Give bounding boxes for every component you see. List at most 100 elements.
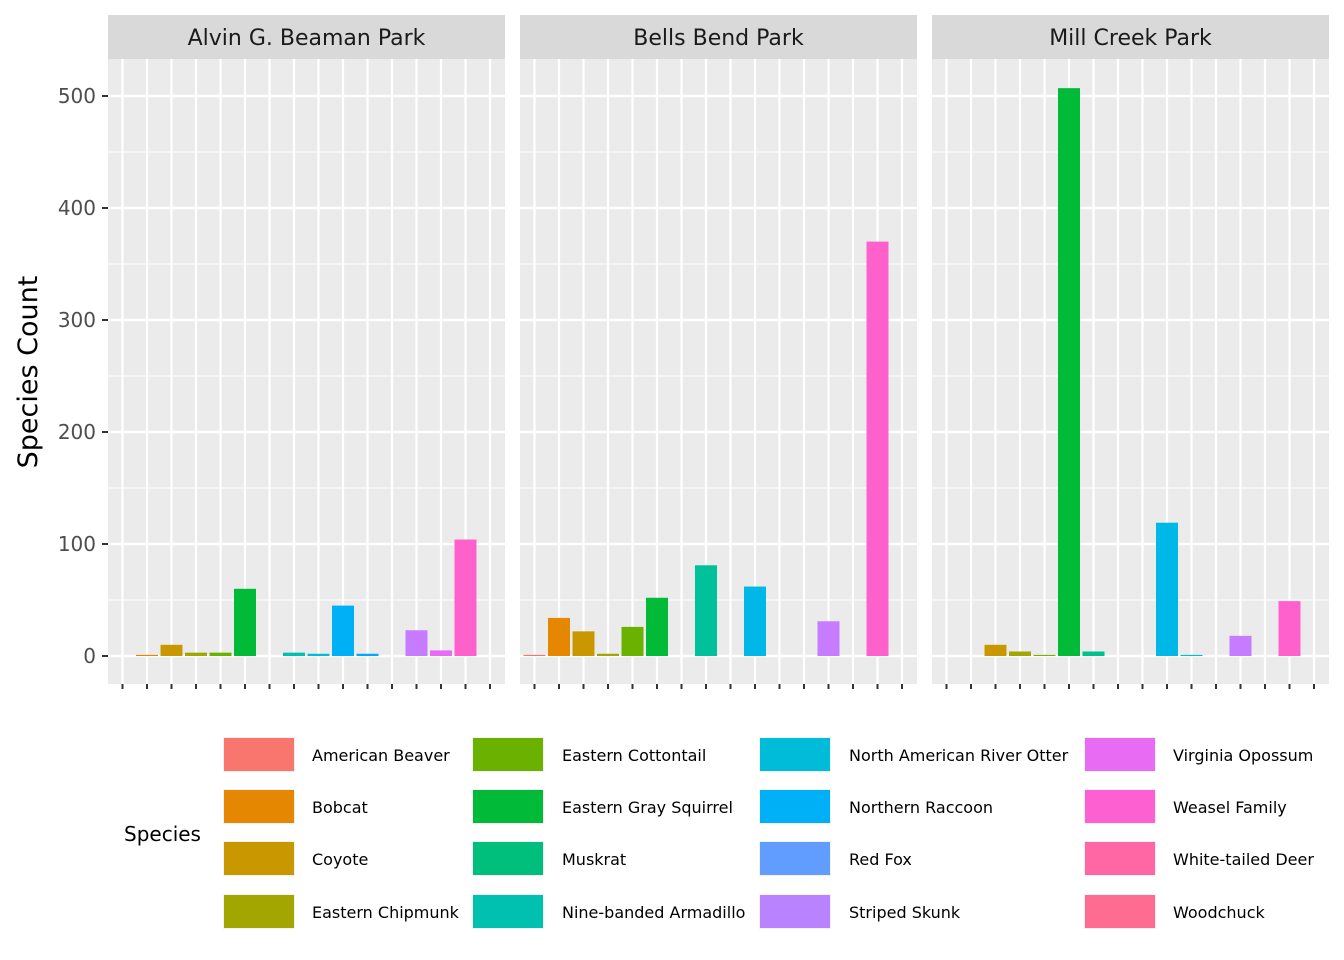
legend-swatch [224,790,294,823]
legend-label: Eastern Cottontail [562,746,706,765]
legend-label: American Beaver [312,746,450,765]
panels-layer: Alvin G. Beaman Park Bells Bend Park Mill … [108,15,1329,689]
facet-panel: Bells Bend Park [520,15,917,689]
bar [1279,601,1301,656]
y-axis-title: Species Count [13,276,44,469]
legend-swatch [1085,738,1155,771]
legend-swatch [760,790,830,823]
legend-label: Woodchuck [1173,903,1265,922]
bar [430,650,452,656]
legend-label: Weasel Family [1173,798,1287,817]
legend-item: Woodchuck [1084,894,1265,929]
legend-item: North American River Otter [759,737,1069,772]
bar [622,627,644,656]
legend-swatch [473,895,543,928]
y-tick-label: 500 [58,84,96,108]
bar [1230,636,1252,656]
legend-item: Weasel Family [1084,789,1287,824]
panel-background [520,59,917,684]
panel-background [932,59,1329,684]
facet-panel: Alvin G. Beaman Park [108,15,505,689]
y-axis: 0 100 200 300 400 500 [58,84,108,668]
y-tick-label: 400 [58,196,96,220]
legend-label: Red Fox [849,850,912,869]
legend-item: Bobcat [223,789,368,824]
legend-item: Red Fox [759,841,912,876]
legend-swatch [760,895,830,928]
legend-swatch [760,842,830,875]
facet-panel: Mill Creek Park [932,15,1329,689]
bar [283,653,305,656]
facet-strip-label: Mill Creek Park [1049,26,1212,51]
bar [646,598,668,656]
bar [308,654,330,656]
legend-label: Eastern Chipmunk [312,903,460,922]
legend-label: Virginia Opossum [1173,746,1313,765]
facet-strip-label: Alvin G. Beaman Park [188,26,426,51]
legend-item: Coyote [223,841,368,876]
legend-swatch [473,842,543,875]
legend-label: Muskrat [562,850,626,869]
panel-background [108,59,505,684]
legend-label: Bobcat [312,798,368,817]
y-tick-label: 100 [58,532,96,556]
bar [406,630,428,656]
legend: Species American Beaver Bobcat Coyote Easte… [124,737,1314,929]
bar [455,540,477,656]
bar [818,621,840,656]
legend-swatch [473,790,543,823]
legend-item: American Beaver [223,737,450,772]
bar [210,653,232,656]
bar [1058,88,1080,656]
bar [597,654,619,656]
legend-label: Eastern Gray Squirrel [562,798,733,817]
legend-label: Coyote [312,850,368,869]
legend-label: Striped Skunk [849,903,961,922]
legend-swatch [1085,842,1155,875]
legend-swatch [224,895,294,928]
bar [744,587,766,656]
bar [573,631,595,656]
legend-label: White-tailed Deer [1173,850,1314,869]
bar [1009,652,1031,656]
bar [161,645,183,656]
bar [1083,652,1105,656]
bar [524,655,546,656]
legend-item: Striped Skunk [759,894,961,929]
legend-label: North American River Otter [849,746,1069,765]
y-tick-label: 300 [58,308,96,332]
legend-item: White-tailed Deer [1084,841,1314,876]
legend-swatch [1085,895,1155,928]
bar [1156,523,1178,656]
legend-swatch [760,738,830,771]
legend-item: Northern Raccoon [759,789,993,824]
bar [332,606,354,656]
legend-item: Eastern Chipmunk [223,894,460,929]
bar [867,242,889,656]
bar [185,653,207,656]
legend-swatch [224,738,294,771]
bar [1034,655,1056,656]
legend-item: Muskrat [472,841,626,876]
legend-label: Northern Raccoon [849,798,993,817]
bar [695,565,717,656]
bar [357,654,379,656]
bar [136,655,158,656]
bar [1181,655,1203,656]
bar [985,645,1007,656]
legend-swatch [1085,790,1155,823]
legend-label: Nine-banded Armadillo [562,903,745,922]
y-tick-label: 0 [83,644,96,668]
legend-item: Eastern Gray Squirrel [472,789,733,824]
y-tick-label: 200 [58,420,96,444]
legend-swatch [473,738,543,771]
legend-title: Species [124,822,201,846]
bar [234,589,256,656]
bar [548,618,570,656]
legend-item: Virginia Opossum [1084,737,1313,772]
legend-swatch [224,842,294,875]
legend-item: Eastern Cottontail [472,737,706,772]
facet-strip-label: Bells Bend Park [633,26,804,51]
legend-item: Nine-banded Armadillo [472,894,745,929]
